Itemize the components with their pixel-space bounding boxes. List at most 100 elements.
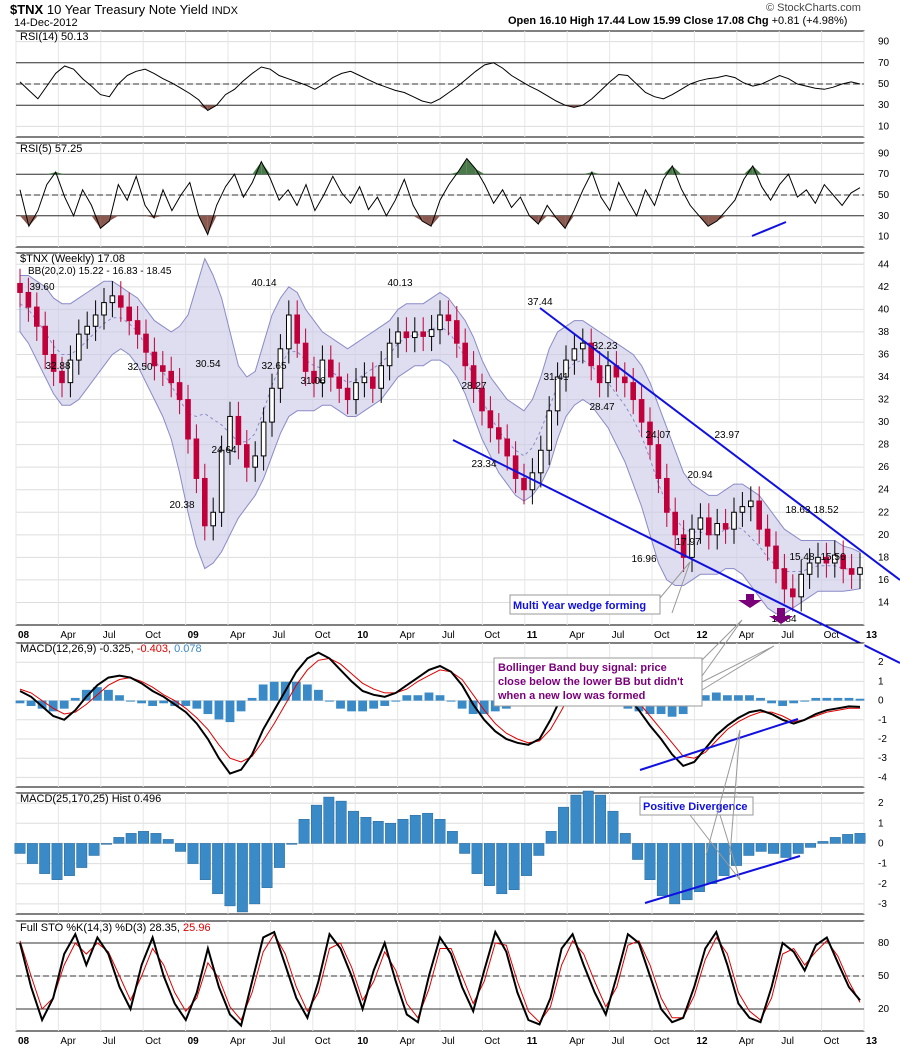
rsi5-panel-tick-label: 70 <box>878 169 890 180</box>
wedge-callout: Multi Year wedge forming <box>513 600 646 612</box>
price-annotation: 28.47 <box>589 402 614 413</box>
price-candle <box>25 291 32 308</box>
x-axis-label: 10 <box>357 630 369 641</box>
macd-long-hist-bar <box>508 843 520 891</box>
high-value: 17.44 <box>597 15 625 27</box>
price-candle <box>840 554 847 570</box>
macd-hist-bar <box>325 700 334 702</box>
macd-long-hist-bar <box>743 843 755 856</box>
close-value: 17.08 <box>716 15 745 27</box>
rsi14-line <box>19 62 861 112</box>
price-candle <box>806 562 813 575</box>
macd-hist-bar <box>700 695 710 701</box>
watermark: © StockCharts.com <box>766 2 861 14</box>
price-candle <box>143 333 149 353</box>
price-candle <box>193 438 200 479</box>
price-candle <box>353 382 359 401</box>
rsi5-overbought-fill <box>466 158 476 175</box>
rsi14-oversold-fill <box>198 105 208 111</box>
macd-long-hist-bar <box>286 843 298 845</box>
macd-hist-bar <box>678 700 688 715</box>
price-candle <box>395 331 401 344</box>
chart-header: $TNX 10 Year Treasury Note Yield INDX <box>10 2 238 17</box>
buy-arrow-icon <box>769 608 793 624</box>
wedge-callout-box <box>509 594 661 615</box>
macd-hist-bar <box>358 700 368 712</box>
x-axis-label: Apr <box>230 630 246 641</box>
macd-long-hist-bar <box>496 843 508 895</box>
macd-long-hist-bar <box>249 843 261 905</box>
price-annotation: 16.96 <box>631 554 656 565</box>
x-axis-label: Jul <box>103 630 116 641</box>
price-candle <box>218 449 225 513</box>
price-candle <box>59 370 65 384</box>
macd-long-hist-bar <box>582 790 594 844</box>
x-axis-label: 12 <box>696 1036 708 1047</box>
macd-panel-tick-label: -1 <box>878 715 887 726</box>
price-candle <box>75 333 82 361</box>
price-candle <box>336 376 343 389</box>
price-candle <box>672 511 679 536</box>
rsi5-trendline <box>751 221 787 237</box>
macd-hist-bar <box>667 700 677 717</box>
rsi5-oversold-fill <box>91 215 101 229</box>
rsi5-line <box>19 157 861 236</box>
bollinger-callout-box <box>493 657 703 707</box>
macd-hist-bar <box>413 695 423 701</box>
x-axis-label: Jul <box>781 630 794 641</box>
macd-long-hist-bar <box>706 843 718 884</box>
x-axis-label: 08 <box>18 630 30 641</box>
rsi5-panel-tick-label: 30 <box>878 211 890 222</box>
macd-long-hist-bar <box>348 810 359 844</box>
macd-hist-bar <box>778 700 788 706</box>
price-candle <box>285 314 292 350</box>
price-candle <box>680 534 687 558</box>
macd-hist-bar <box>104 689 113 701</box>
macd-long-hist-bar <box>669 843 681 905</box>
sto-k-line <box>19 929 861 1028</box>
price-candle <box>563 359 569 378</box>
macd-long-hist-bar <box>113 837 125 844</box>
price-candle <box>798 573 805 598</box>
chg-value: +0.81 (+4.98%) <box>771 15 848 27</box>
macd-hist-bar <box>258 684 268 701</box>
macd-hist-bar <box>37 700 47 709</box>
price-annotation: 32.88 <box>45 361 70 372</box>
macd-hist-bar <box>26 700 36 706</box>
price-candle <box>294 314 301 344</box>
macd-hist-bar <box>402 695 412 701</box>
price-candle <box>269 387 275 423</box>
price-candle <box>537 449 544 474</box>
price-candle <box>579 342 586 350</box>
macd-hist-bar <box>247 697 257 701</box>
price-panel-tick-label: 14 <box>878 597 890 608</box>
price-annotation: 40.14 <box>251 278 276 289</box>
macd-long-hist-bar <box>138 831 149 844</box>
macd-long-hist-bar <box>570 794 582 844</box>
rsi5-overbought-fill <box>663 165 673 175</box>
price-annotation: 32.23 <box>592 341 617 352</box>
macd-long-hist-bar <box>471 843 483 874</box>
macd-long-hist-bar <box>397 819 409 844</box>
price-candle <box>168 370 175 384</box>
macd-hist-bar <box>855 698 865 701</box>
price-annotation: 18.52 <box>813 505 838 516</box>
macd-hist-bar <box>92 687 102 701</box>
macd-long-hist-bar <box>607 810 619 844</box>
macd-hist-bar <box>336 700 345 709</box>
rsi14-panel-tick-label: 70 <box>878 58 890 69</box>
price-candle <box>739 506 746 513</box>
macd-hist-bar <box>756 697 765 701</box>
macd-hist-bar <box>203 700 213 715</box>
macd-hist-bar <box>822 697 832 701</box>
macd-panel-tick-label: -2 <box>878 734 887 745</box>
symbol: $TNX <box>10 2 44 17</box>
macd-hist-bar <box>457 700 467 709</box>
price-candle <box>605 365 611 384</box>
price-candle <box>554 376 561 412</box>
price-candle <box>117 295 124 308</box>
price-candle <box>386 342 393 367</box>
rsi5-overbought-fill <box>252 161 262 175</box>
macd-long-hist-bar <box>521 843 532 876</box>
price-candle <box>789 588 796 598</box>
